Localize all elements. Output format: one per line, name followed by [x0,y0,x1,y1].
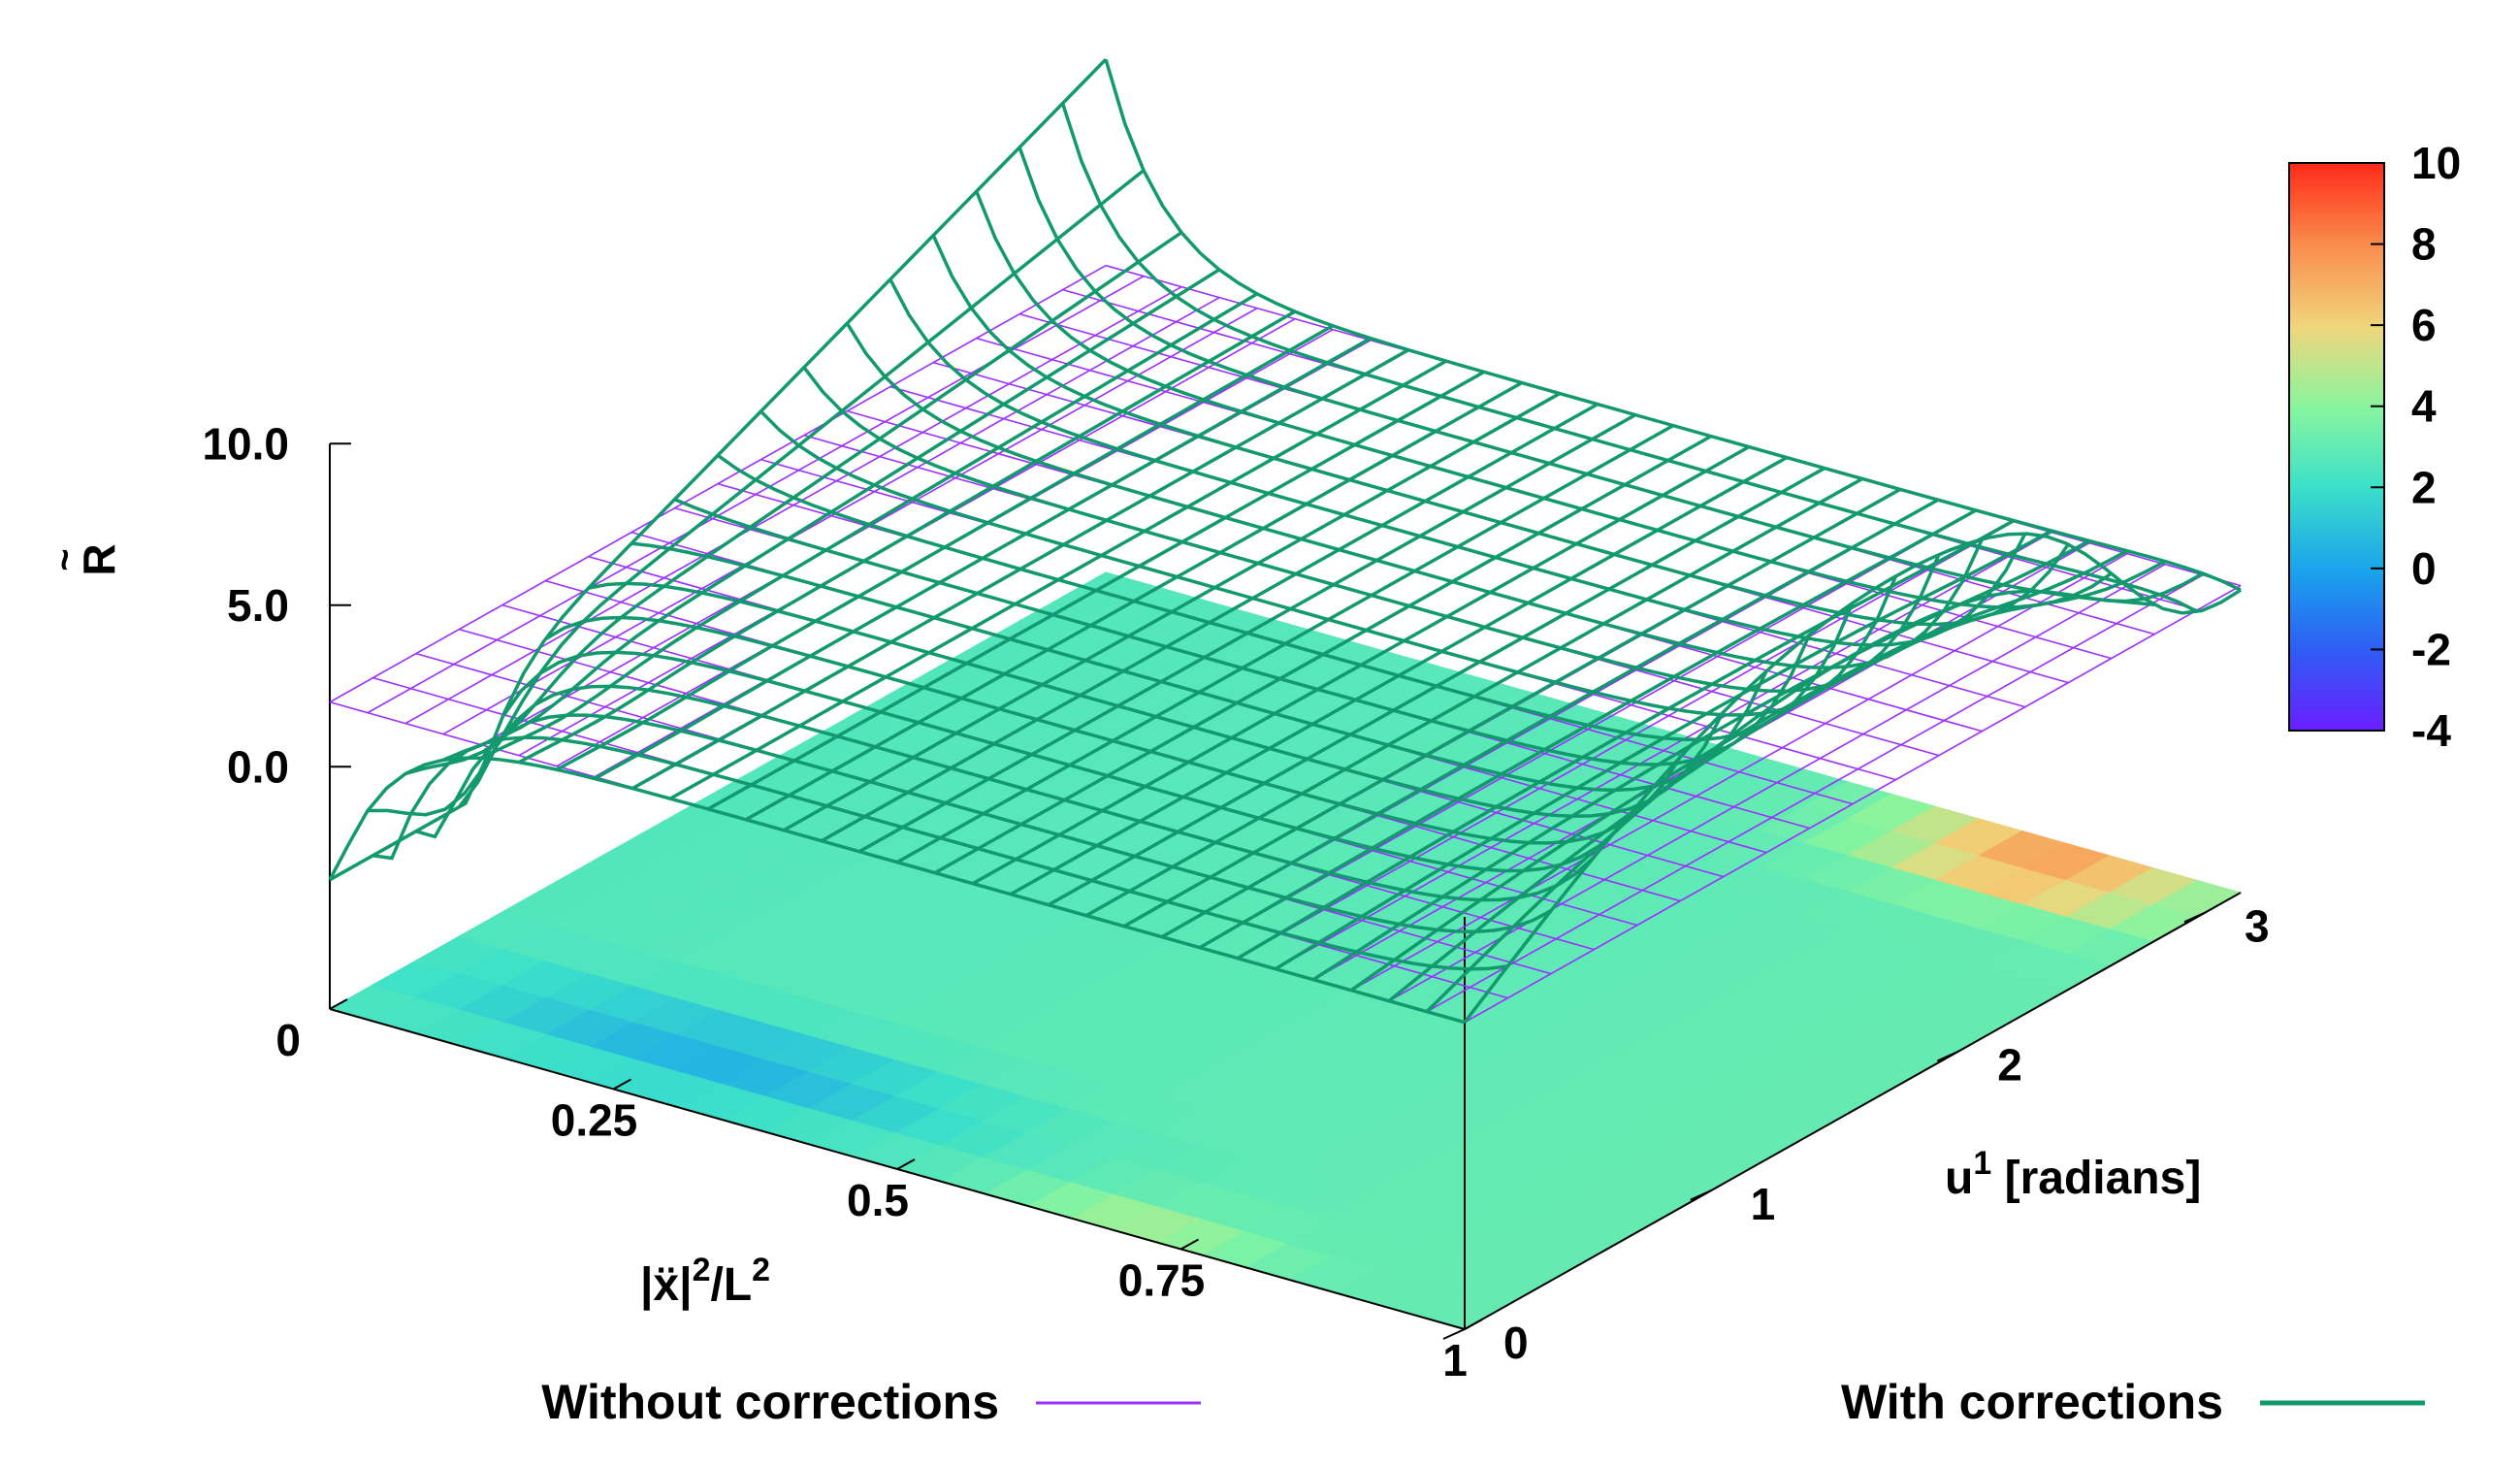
x-tick [1464,1319,1483,1330]
y-tick-label: 1 [1751,1179,1776,1229]
colorbar-tick-label: 4 [2411,381,2437,432]
surfaces [328,57,2242,1025]
y-tick [1936,1050,1959,1062]
colorbar-tick-label: 6 [2411,300,2437,350]
y-axis-line [1464,892,2242,1330]
with-mesh-line [544,615,1682,845]
y-axis-label-sup: 1 [1973,1145,1991,1182]
legend-without-label: Without corrections [541,1375,999,1429]
with-mesh-line [759,409,1898,717]
x-tick [613,1078,631,1091]
z-axis-label-tilde: ~ [44,548,86,570]
y-axis-label: u1 [radians] [1945,1145,2201,1204]
y-axis-label-rest: [radians] [1991,1153,2201,1204]
x-axis-label-base: |ẍ| [640,1259,693,1311]
y-tick [1442,1328,1466,1340]
with-mesh-line [845,322,1984,669]
with-mesh-line [372,735,1508,971]
colorbar-tick-label: 2 [2411,462,2437,512]
x-tick [329,998,348,1010]
with-mesh-line [630,541,1768,793]
with-mesh-line [457,684,1596,902]
with-mesh-line [415,713,1552,934]
with-mesh-line [716,453,1855,741]
colorbar-tick-label: 8 [2411,219,2437,270]
x-axis-label: |ẍ|2/L2 [640,1252,770,1311]
x-tick-label: 0.5 [847,1175,909,1225]
legend-with-label: With corrections [1841,1375,2223,1429]
x-tick-label: 0.25 [551,1095,638,1146]
with-mesh-line [931,234,2070,627]
with-mesh-line [328,756,1466,1025]
with-mesh-line [1018,147,2155,607]
x-tick-label: 1 [1442,1335,1468,1385]
y-tick-label: 3 [2245,900,2270,951]
colorbar-tick-label: -2 [2411,624,2451,674]
x-tick-label: 0.75 [1118,1255,1206,1306]
x-tick [1180,1238,1199,1251]
colorbar-tick-label: 0 [2411,543,2437,594]
with-mesh-line [588,581,1726,819]
x-axis-label-sup2: 2 [752,1252,770,1288]
z-tick-label: 10.0 [202,418,289,469]
x-axis-label-mid: /L [710,1259,752,1311]
y-axis-label-base: u [1945,1153,1973,1204]
with-mesh-line [802,366,1941,693]
with-mesh-line [888,278,2027,647]
with-mesh-line [501,650,1639,873]
with-mesh-line [1104,58,2242,592]
colorbar-tick-label: -4 [2411,705,2451,756]
z-tick-label: 0.0 [227,741,289,792]
z-tick-label: 5.0 [227,580,289,631]
y-tick-label: 0 [1503,1318,1529,1368]
z-axis-label: R [74,543,124,575]
x-tick-label: 0 [275,1015,301,1065]
x-axis-label-sup1: 2 [693,1252,711,1288]
colorbar-tick-label: 10 [2411,138,2461,188]
colorbar-gradient [2288,162,2385,732]
with-mesh-line [673,498,1812,766]
x-tick [896,1158,916,1170]
with-mesh-line [1060,103,2199,614]
colorbar: 10 8 6 4 2 0 -2 -4 [2288,138,2461,756]
y-tick-label: 2 [1997,1040,2022,1091]
y-tick [1690,1189,1713,1201]
y-tick [2183,911,2207,924]
with-mesh-line [975,190,2113,609]
